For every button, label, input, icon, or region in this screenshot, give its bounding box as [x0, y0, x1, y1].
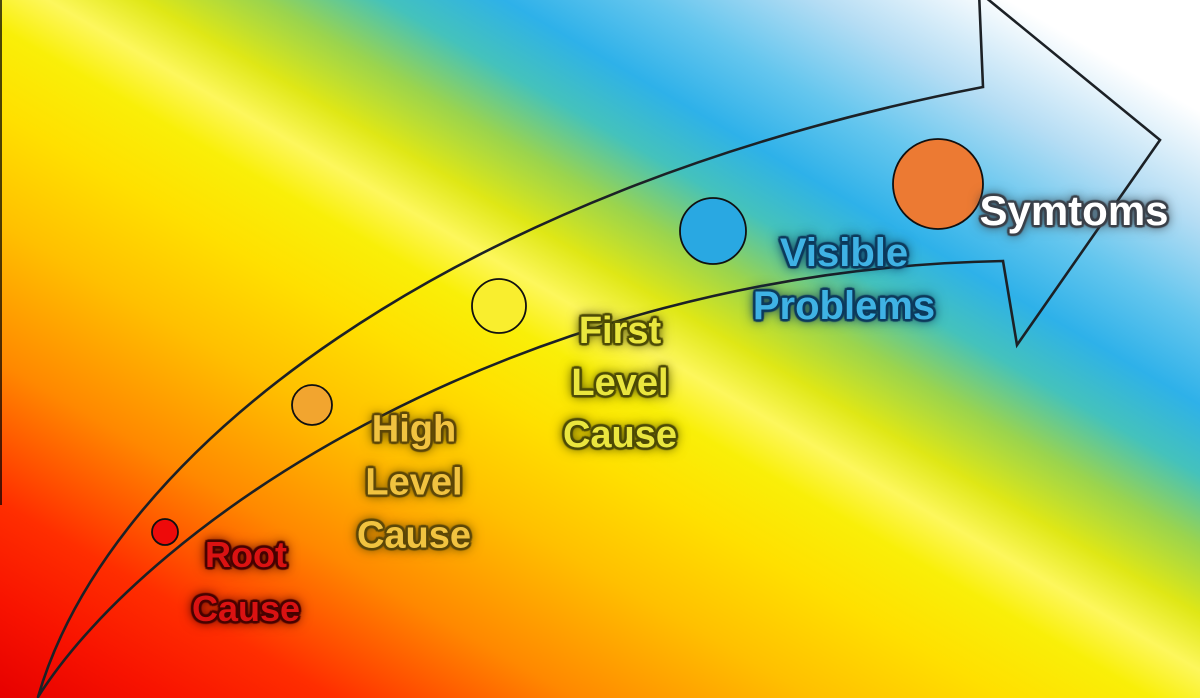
stage-markers: [151, 138, 984, 546]
high-level-cause-label: High Level Cause: [357, 404, 471, 563]
arrow-outline-path: [36, 0, 1162, 698]
root-cause-label-line: Cause: [191, 588, 301, 629]
symptoms-label-line: Symtoms: [979, 187, 1169, 234]
first-level-cause-label-line: Level: [571, 362, 669, 404]
visible-problems-marker: [679, 197, 747, 265]
high-level-cause-label-line: High: [371, 408, 457, 451]
symptoms-marker: [892, 138, 984, 230]
left-edge-border: [0, 0, 2, 505]
first-level-cause-label: First Level Cause: [563, 305, 677, 461]
high-level-cause-marker: [291, 384, 333, 426]
visible-problems-label-line: Visible: [779, 231, 909, 275]
visible-problems-label-line: Problems: [752, 284, 936, 328]
root-cause-label: Root Cause: [192, 528, 300, 636]
high-level-cause-label-line: Cause: [356, 514, 472, 557]
root-cause-marker: [151, 518, 179, 546]
first-level-cause-label-line: Cause: [562, 414, 678, 456]
visible-problems-label: Visible Problems: [753, 227, 935, 333]
root-cause-label-line: Root: [205, 534, 287, 575]
arrow-outline: [36, 0, 1162, 698]
first-level-cause-label-line: First: [578, 310, 662, 352]
first-level-cause-marker: [471, 278, 527, 334]
high-level-cause-label-line: Level: [365, 461, 463, 504]
symptoms-label: Symtoms: [979, 189, 1168, 233]
